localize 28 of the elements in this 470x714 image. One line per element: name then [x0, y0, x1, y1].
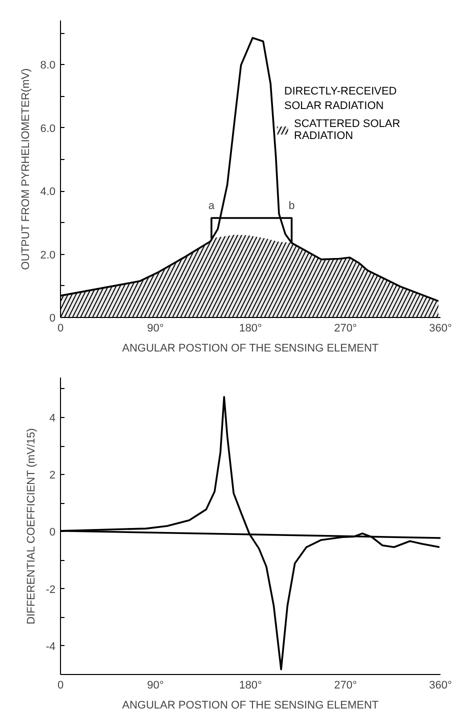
annotation: a — [208, 200, 216, 212]
annotation: b — [288, 200, 295, 212]
y-tick-label: 0 — [49, 526, 56, 539]
x-tick-label: 270° — [334, 680, 357, 692]
series-label: DIRECTLY-RECEIVED SOLAR RADIATION — [284, 86, 397, 112]
x-axis-title: ANGULAR POSTION OF THE SENSING ELEMENT — [122, 342, 379, 354]
legend-label: SCATTERED SOLAR RADIATION — [294, 118, 400, 142]
x-tick-label: 360° — [429, 680, 452, 692]
y-tick-label: 2.0 — [40, 249, 56, 262]
x-tick-label: 360° — [429, 322, 452, 334]
y-tick-label: 4 — [49, 412, 56, 424]
x-tick-label: 180° — [239, 680, 262, 692]
y-tick-label: 4.0 — [40, 186, 56, 198]
y-axis-title: OUTPUT FROM PYRHELIOMETER(mV) — [20, 68, 32, 270]
y-tick-label: 2 — [49, 470, 56, 482]
x-tick-label: 90° — [147, 322, 164, 334]
y-tick-label: 0 — [49, 312, 56, 324]
x-axis-title: ANGULAR POSTION OF THE SENSING ELEMENT — [122, 700, 379, 712]
x-tick-label: 270° — [334, 322, 357, 334]
x-tick-label: 0 — [57, 322, 64, 334]
x-tick-label: 90° — [147, 680, 164, 692]
y-axis-title: DIFFERENTIAL COEFFICIENT (mV/15) — [26, 428, 38, 624]
y-tick-label: 8.0 — [40, 60, 56, 72]
y-tick-label: 6.0 — [40, 122, 56, 135]
x-tick-label: 0 — [57, 680, 64, 692]
y-tick-label: -4 — [46, 640, 56, 653]
y-tick-label: -2 — [46, 584, 56, 596]
x-tick-label: 180° — [239, 322, 262, 334]
